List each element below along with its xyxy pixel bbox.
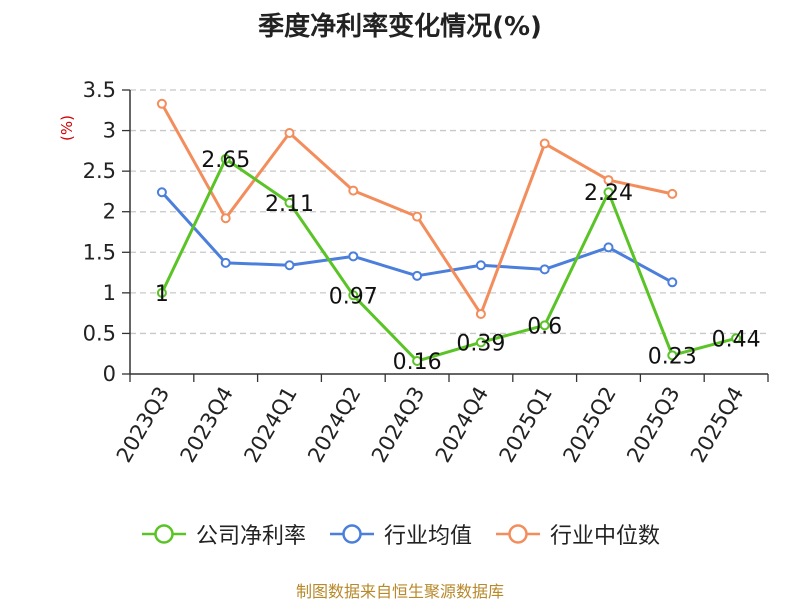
- series-line: [160, 157, 737, 363]
- data-point: [539, 138, 550, 149]
- legend-item[interactable]: 行业中位数: [494, 518, 660, 550]
- y-tick-label: 3: [103, 119, 116, 143]
- x-tick-label: 2024Q2: [303, 383, 365, 467]
- data-point: [475, 337, 486, 348]
- data-point: [603, 175, 614, 186]
- data-point: [348, 185, 359, 196]
- chart-title: 季度净利率变化情况(%): [258, 12, 542, 42]
- data-point: [156, 98, 167, 109]
- data-label: 0.6: [527, 314, 562, 339]
- x-tick-label: 2024Q3: [367, 383, 429, 467]
- data-point: [284, 260, 295, 271]
- x-tick-label: 2023Q4: [176, 383, 238, 467]
- chart-area: 00.511.522.533.5(%)2023Q3 2023Q4 2024Q1 202…: [58, 78, 769, 467]
- data-point: [220, 213, 231, 224]
- data-point: [731, 333, 742, 344]
- data-label: 0.23: [648, 344, 697, 369]
- data-source-note: 制图数据来自恒生聚源数据库: [295, 582, 504, 601]
- series-line: [160, 103, 673, 316]
- data-label: 1: [155, 282, 169, 307]
- legend-label: 公司净利率: [195, 524, 306, 549]
- data-point: [348, 251, 359, 262]
- legend-item[interactable]: 公司净利率: [140, 518, 306, 550]
- data-point: [412, 356, 423, 367]
- data-point: [412, 270, 423, 281]
- x-tick-label: 2025Q3: [622, 383, 684, 467]
- data-point: [667, 188, 678, 199]
- x-tick-label: 2023Q3: [112, 383, 174, 467]
- y-tick-label: 2: [103, 200, 116, 224]
- legend-item[interactable]: 行业均值: [328, 518, 472, 550]
- data-point: [284, 197, 295, 208]
- data-point: [475, 260, 486, 271]
- legend-marker: [329, 524, 374, 544]
- y-tick-label: 1.5: [83, 240, 116, 264]
- y-tick-label: 1: [103, 281, 116, 305]
- data-point: [667, 350, 678, 361]
- x-tick-label: 2024Q1: [239, 383, 301, 467]
- data-label: 2.24: [584, 181, 633, 206]
- data-point: [475, 308, 486, 319]
- y-tick-label: 3.5: [83, 78, 116, 102]
- x-tick-label: 2024Q4: [431, 383, 493, 467]
- data-point: [220, 257, 231, 268]
- data-point: [220, 153, 231, 164]
- data-label: 2.11: [265, 192, 314, 217]
- data-point: [284, 128, 295, 139]
- data-point: [348, 290, 359, 301]
- x-tick-label: 2025Q2: [558, 383, 620, 467]
- data-point: [412, 211, 423, 222]
- x-tick-label: 2025Q1: [495, 383, 557, 467]
- x-tick-label: 2025Q4: [686, 383, 748, 467]
- y-tick-label: 0.5: [83, 321, 116, 345]
- data-label: 0.16: [393, 350, 442, 375]
- data-label: 2.65: [201, 148, 250, 173]
- data-point: [539, 320, 550, 331]
- data-point: [603, 242, 614, 253]
- legend-marker: [141, 524, 186, 544]
- data-point: [156, 187, 167, 198]
- legend-label: 行业均值: [383, 524, 472, 549]
- data-point: [667, 277, 678, 288]
- data-point: [539, 264, 550, 275]
- chart-legend: 公司净利率 行业均值 行业中位数: [0, 518, 800, 550]
- legend-label: 行业中位数: [550, 524, 661, 549]
- data-point: [156, 287, 167, 298]
- legend-marker: [496, 524, 540, 544]
- data-label: 0.39: [456, 331, 505, 356]
- y-axis-label: (%): [58, 115, 76, 141]
- y-tick-label: 2.5: [83, 159, 116, 183]
- data-label: 0.44: [712, 327, 761, 352]
- data-label: 0.97: [329, 284, 378, 309]
- y-tick-label: 0: [103, 362, 116, 386]
- data-point: [603, 187, 614, 198]
